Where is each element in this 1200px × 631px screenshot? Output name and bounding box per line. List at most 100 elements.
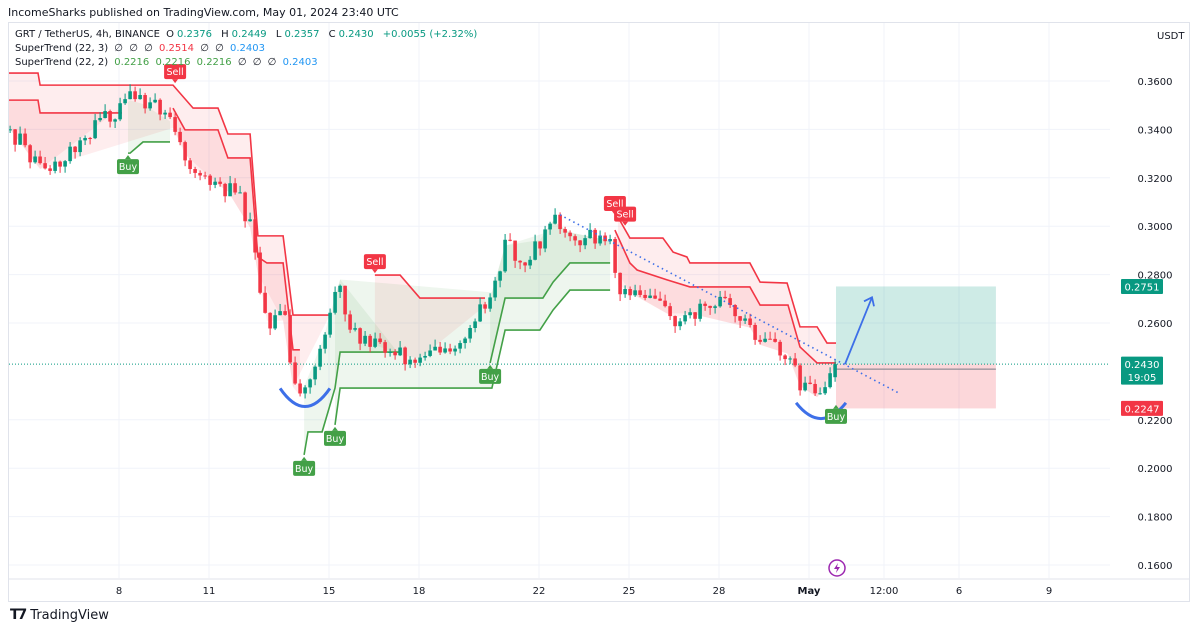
x-tick-label: May — [798, 586, 821, 597]
candle — [613, 236, 617, 279]
candle — [683, 310, 687, 325]
candle-body — [453, 348, 457, 352]
candle-body — [163, 112, 167, 115]
candle-body — [783, 355, 787, 360]
supertrend-1-legend-row[interactable]: SuperTrend (22, 3) ∅ ∅ ∅ 0.2514 ∅ ∅ 0.24… — [15, 42, 480, 56]
candle — [73, 146, 77, 159]
candle-body — [258, 252, 262, 293]
candle-body — [323, 334, 327, 349]
candle — [528, 256, 532, 270]
candle — [678, 318, 682, 331]
candle — [558, 212, 562, 234]
candle — [18, 126, 22, 145]
x-tick-label: 11 — [203, 586, 216, 597]
candle — [608, 234, 612, 245]
candle — [43, 156, 47, 170]
candle — [703, 301, 707, 311]
signal-badge — [293, 460, 316, 476]
candle-body — [758, 339, 762, 342]
supertrend-line — [9, 99, 122, 114]
candle-body — [728, 298, 732, 306]
candle-body — [713, 306, 717, 308]
long-position-stop-zone — [836, 364, 996, 409]
candle-body — [238, 192, 242, 194]
candle — [243, 191, 247, 228]
candle-body — [353, 328, 357, 330]
candle — [458, 340, 462, 354]
candle-body — [563, 229, 567, 233]
change-value: +0.0055 (+2.32%) — [382, 29, 478, 40]
candle-body — [408, 359, 412, 365]
buy-signal-label: Buy — [324, 426, 346, 446]
candle — [183, 140, 187, 167]
candle-body — [423, 355, 427, 358]
candle-body — [448, 348, 452, 352]
candle-body — [743, 318, 747, 321]
candle — [798, 363, 802, 396]
candle — [738, 316, 742, 329]
candle — [628, 286, 632, 301]
candle — [428, 344, 432, 358]
tradingview-logo[interactable]: T7 TradingView — [10, 607, 109, 623]
y-tick-label: 0.2600 — [1138, 319, 1173, 330]
candle-body — [93, 120, 97, 139]
countdown-text: 19:05 — [1128, 373, 1157, 384]
candle-body — [293, 362, 297, 384]
candle-body — [693, 312, 697, 319]
signal-text: Buy — [119, 162, 138, 173]
candle-body — [63, 161, 67, 167]
candle-body — [818, 393, 822, 395]
candle — [158, 98, 162, 121]
candle — [568, 230, 572, 242]
candle — [498, 270, 502, 288]
candle — [423, 351, 427, 361]
candle-body — [708, 305, 712, 308]
symbol-legend-row[interactable]: GRT / TetherUS, 4h, BINANCE O 0.2376 H 0.2… — [15, 28, 480, 42]
candle — [443, 342, 447, 354]
indicator-value: ∅ — [237, 57, 247, 68]
signal-text: Buy — [827, 412, 846, 423]
signal-text: Sell — [167, 67, 184, 78]
candle-body — [383, 342, 387, 353]
signal-pointer — [833, 404, 839, 409]
supertrend-2-legend-row[interactable]: SuperTrend (22, 2) 0.2216 0.2216 0.2216 … — [15, 56, 480, 70]
candle-body — [718, 296, 722, 307]
x-tick-label: 22 — [533, 586, 546, 597]
candle-body — [733, 305, 737, 317]
signal-badge — [117, 159, 139, 175]
signal-badge — [825, 408, 847, 424]
candle — [773, 332, 777, 343]
candle — [588, 223, 592, 239]
candle-body — [123, 99, 127, 104]
candle — [818, 387, 822, 395]
y-tick-label: 0.1600 — [1138, 561, 1173, 572]
supertrend-fill — [335, 220, 611, 425]
candle-body — [598, 235, 602, 244]
candle-body — [643, 294, 647, 298]
current-price-badge: 0.2430 19:05 — [1121, 356, 1163, 385]
candle — [483, 301, 487, 314]
candle — [328, 308, 332, 338]
candle-body — [653, 295, 657, 299]
candle-body — [183, 142, 187, 161]
candle-body — [88, 137, 92, 139]
target-price-badge: 0.2751 — [1121, 278, 1163, 294]
indicator-value: 0.2514 — [159, 43, 194, 54]
curved-bottom-arc — [278, 387, 332, 408]
candle — [9, 125, 12, 134]
candle-body — [543, 229, 547, 249]
candle — [173, 113, 177, 136]
currency-label[interactable]: USDT — [1157, 31, 1185, 42]
supertrend-fill — [490, 220, 611, 363]
candle-body — [608, 239, 612, 242]
candle — [463, 336, 467, 349]
candle — [523, 261, 527, 273]
candle-body — [203, 175, 207, 177]
candle — [828, 367, 832, 389]
candle — [218, 177, 222, 187]
signal-badge — [324, 430, 346, 446]
candle-body — [833, 364, 837, 378]
x-tick-label: 15 — [323, 586, 336, 597]
candle — [108, 109, 112, 128]
